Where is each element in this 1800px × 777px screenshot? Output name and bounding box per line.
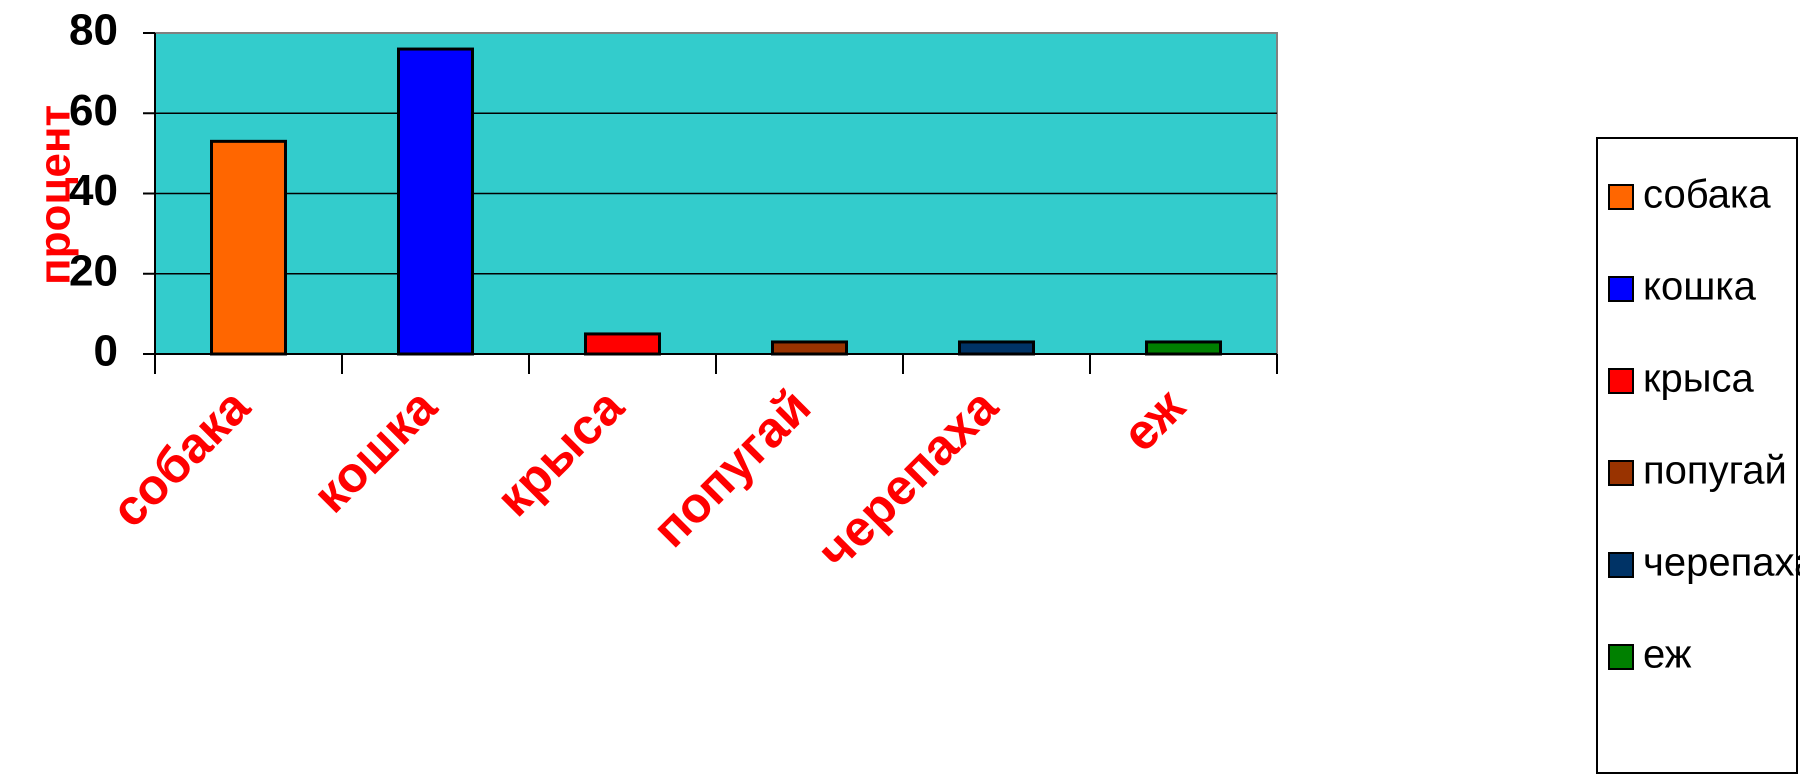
legend-label: крыса	[1643, 357, 1754, 401]
bar-3	[771, 340, 848, 356]
legend-swatch	[1608, 276, 1634, 302]
y-tick-label: 80	[69, 6, 118, 55]
legend-swatch	[1608, 552, 1634, 578]
bar-5	[1145, 340, 1222, 356]
bars	[210, 47, 1222, 356]
legend-box	[1596, 137, 1798, 774]
y-tick-label: 60	[69, 86, 118, 135]
bar-2	[584, 332, 661, 356]
legend-swatch	[1608, 184, 1634, 210]
x-tick-label: собака	[101, 377, 262, 538]
legend-label: попугай	[1643, 449, 1787, 493]
axes	[143, 32, 1278, 374]
x-tick-label: черепаха	[807, 377, 1009, 579]
x-tick-label: еж	[1111, 378, 1195, 462]
x-tick-label: попугай	[642, 378, 822, 558]
y-tick-label: 40	[69, 166, 118, 215]
x-tick-label: кошка	[302, 377, 448, 523]
legend: собака кошка крыса попугай черепаха еж	[1596, 137, 1800, 774]
legend-swatch	[1608, 460, 1634, 486]
x-tick-label: крыса	[485, 377, 635, 527]
gridlines	[155, 112, 1277, 275]
legend-label: еж	[1643, 633, 1692, 677]
legend-label: кошка	[1643, 265, 1757, 309]
legend-swatch	[1608, 368, 1634, 394]
bar-1	[397, 47, 474, 356]
legend-label: собака	[1643, 173, 1771, 217]
y-axis-ticks: 0 20 40 60 80	[69, 6, 118, 376]
y-tick-label: 0	[94, 327, 118, 376]
bar-0	[210, 139, 287, 356]
y-axis-label: процент	[31, 105, 80, 285]
legend-label: черепаха	[1643, 541, 1800, 585]
y-tick-label: 20	[69, 246, 118, 295]
bar-4	[958, 340, 1035, 356]
legend-swatch	[1608, 644, 1634, 670]
